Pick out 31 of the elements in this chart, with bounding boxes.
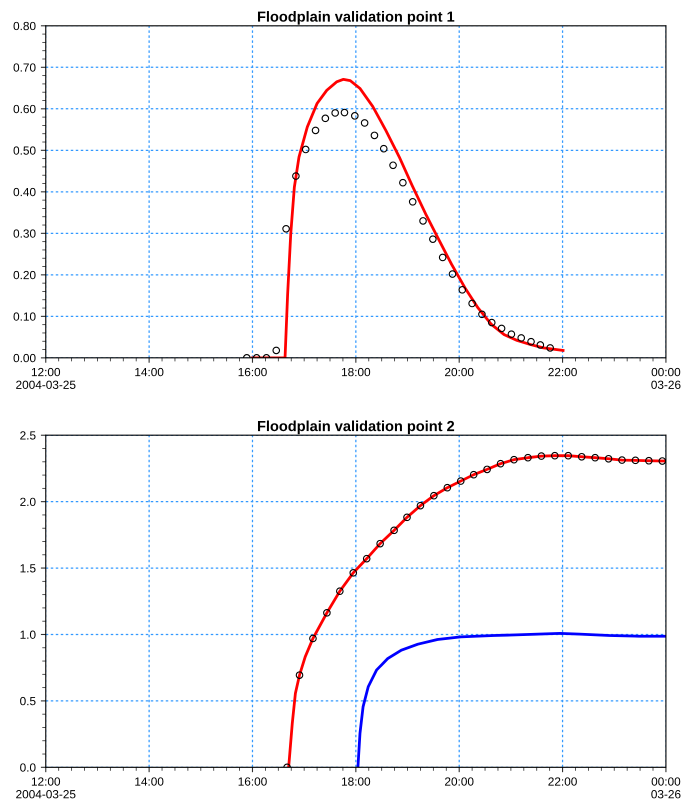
- y-tick-label: 0.00: [14, 354, 36, 362]
- y-tick-label: 0.70: [14, 63, 36, 72]
- y-tick-label: 0.80: [14, 22, 36, 30]
- y-tick-label: 1.5: [20, 564, 36, 572]
- y-tick-label: 1.0: [20, 630, 36, 639]
- y-tick-label: 0.60: [14, 104, 36, 114]
- x-tick-label: 00:00 03-26: [651, 777, 681, 798]
- y-tick-label: 0.5: [20, 696, 36, 706]
- y-tick-label: 0.20: [14, 270, 36, 280]
- chart-title: Floodplain validation point 1: [258, 11, 454, 25]
- x-tick-label: 22:00: [548, 368, 577, 376]
- x-tick-label: 16:00: [238, 777, 267, 786]
- y-tick-label: 0.50: [14, 146, 36, 155]
- x-tick-label: 00:00 03-26: [651, 368, 681, 389]
- x-tick-label: 16:00: [238, 368, 267, 376]
- x-tick-label: 18:00: [342, 777, 370, 786]
- x-tick-label: 22:00: [548, 777, 577, 786]
- y-tick-label: 0.10: [14, 312, 36, 321]
- y-tick-label: 0.40: [14, 188, 36, 196]
- y-tick-label: 2.5: [20, 431, 36, 440]
- x-tick-label: 14:00: [135, 777, 164, 786]
- x-tick-label: 20:00: [445, 368, 474, 376]
- x-tick-label: 12:00 2004-03-25: [16, 777, 76, 798]
- y-tick-label: 2.0: [20, 498, 36, 506]
- x-tick-label: 14:00: [135, 368, 164, 376]
- y-tick-label: 0.0: [20, 763, 36, 772]
- x-tick-label: 12:00 2004-03-25: [16, 368, 76, 389]
- y-tick-label: 0.30: [14, 229, 36, 238]
- x-tick-label: 20:00: [445, 777, 474, 786]
- chart-title: Floodplain validation point 2: [258, 420, 454, 434]
- x-tick-label: 18:00: [342, 368, 370, 376]
